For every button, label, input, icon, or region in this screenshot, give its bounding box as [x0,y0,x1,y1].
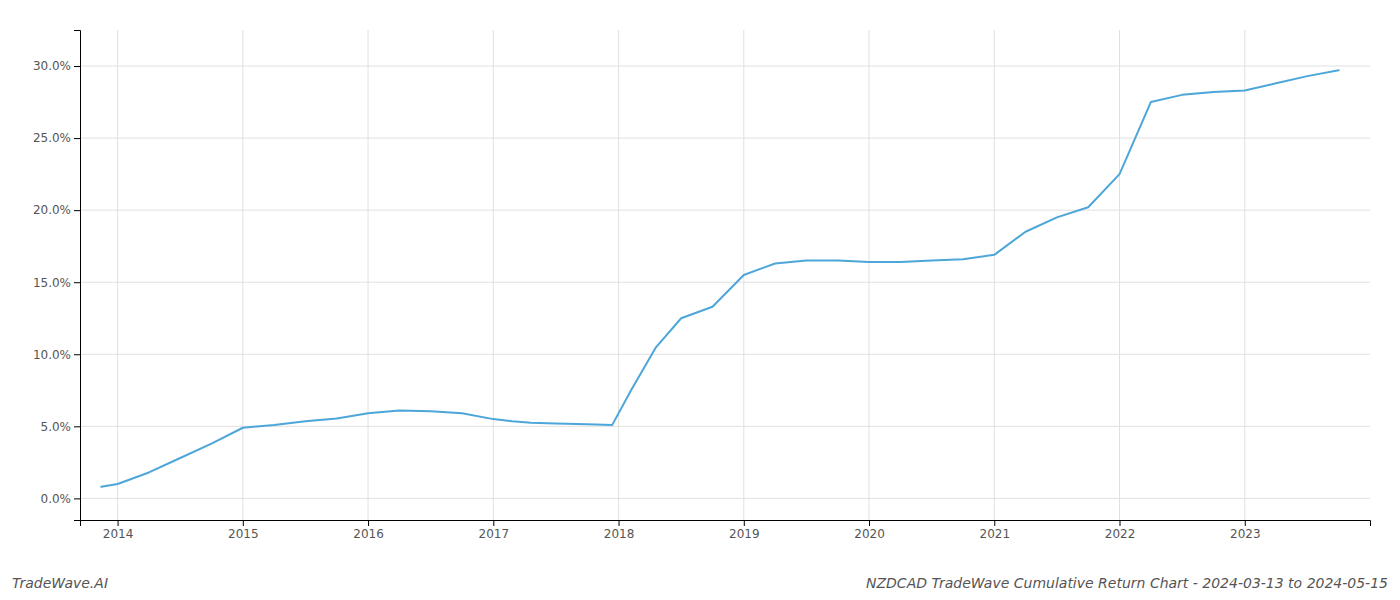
tick: 2023 [1230,520,1261,541]
tick-mark [74,210,80,211]
tick-mark [74,354,80,355]
tick-label: 2016 [353,527,384,541]
grid-line [80,66,1370,67]
tick-mark [243,520,244,526]
grid-line [80,138,1370,139]
tick-mark [1245,520,1246,526]
tick-mark [118,520,119,526]
tick: 2021 [979,520,1010,541]
tick: 15.0% [33,276,80,290]
tick-mark [619,520,620,526]
grid-line [994,30,995,520]
tick-mark [74,66,80,67]
tick-mark [368,520,369,526]
grid [80,30,1370,520]
tick: 20.0% [33,203,80,217]
tick: 25.0% [33,131,80,145]
tick-mark [1120,520,1121,526]
grid-line [618,30,619,520]
tick-mark [493,520,494,526]
grid-line [117,30,118,520]
grid-line [80,282,1370,283]
axis-line [74,31,81,521]
grid-line [80,498,1370,499]
tick-label: 2022 [1105,527,1136,541]
grid-line [80,354,1370,355]
tick-label: 2020 [854,527,885,541]
tick-label: 5.0% [41,420,72,434]
marks [101,70,1338,487]
tick-label: 2014 [103,527,134,541]
tick: 5.0% [41,420,81,434]
tick-mark [744,520,745,526]
tick-label: 2015 [228,527,259,541]
tick: 10.0% [33,348,80,362]
tick-label: 2018 [604,527,635,541]
title: NZDCAD TradeWave Cumulative Return Chart… [866,575,1388,591]
y-axis: 0.0% 5.0% 10.0% 15.0% 20.0% 25.0% 30.0% [33,31,81,521]
grid-line [1244,30,1245,520]
tick-mark [74,426,80,427]
tick-label: 20.0% [33,203,71,217]
grid-line [493,30,494,520]
plot: 2014 2015 2016 2017 2018 2019 2020 2021 2022 2023… [33,30,1371,541]
tick: 2018 [604,520,635,541]
tick-mark [994,520,995,526]
tick-label: 2021 [979,527,1010,541]
axis-line [81,521,1371,527]
tick-mark [74,282,80,283]
tick: 30.0% [33,59,80,73]
grid-line [80,426,1370,427]
grid-line [368,30,369,520]
tick-label: 2017 [479,527,510,541]
tick: 2015 [228,520,259,541]
grid-line [242,30,243,520]
tick-mark [74,138,80,139]
tick-label: 2023 [1230,527,1261,541]
grid-line [1119,30,1120,520]
grid-line [80,210,1370,211]
tick: 2019 [729,520,760,541]
tick: 2014 [103,520,134,541]
grid-line [869,30,870,520]
tick-label: 2019 [729,527,760,541]
tick-label: 0.0% [41,492,72,506]
tick: 2017 [479,520,510,541]
tick-label: 10.0% [33,348,71,362]
line [101,70,1338,487]
tick: 0.0% [41,492,81,506]
tick: 2016 [353,520,384,541]
chart: 2014 2015 2016 2017 2018 2019 2020 2021 2022 2023… [0,0,1400,600]
tick: 2022 [1105,520,1136,541]
x-axis: 2014 2015 2016 2017 2018 2019 2020 2021 2022 2023 [81,520,1371,541]
tick-mark [74,498,80,499]
tick-mark [869,520,870,526]
tick-label: 25.0% [33,131,71,145]
tick: 2020 [854,520,885,541]
tick-label: 30.0% [33,59,71,73]
annotation: TradeWave.AI [12,575,108,591]
tick-label: 15.0% [33,276,71,290]
